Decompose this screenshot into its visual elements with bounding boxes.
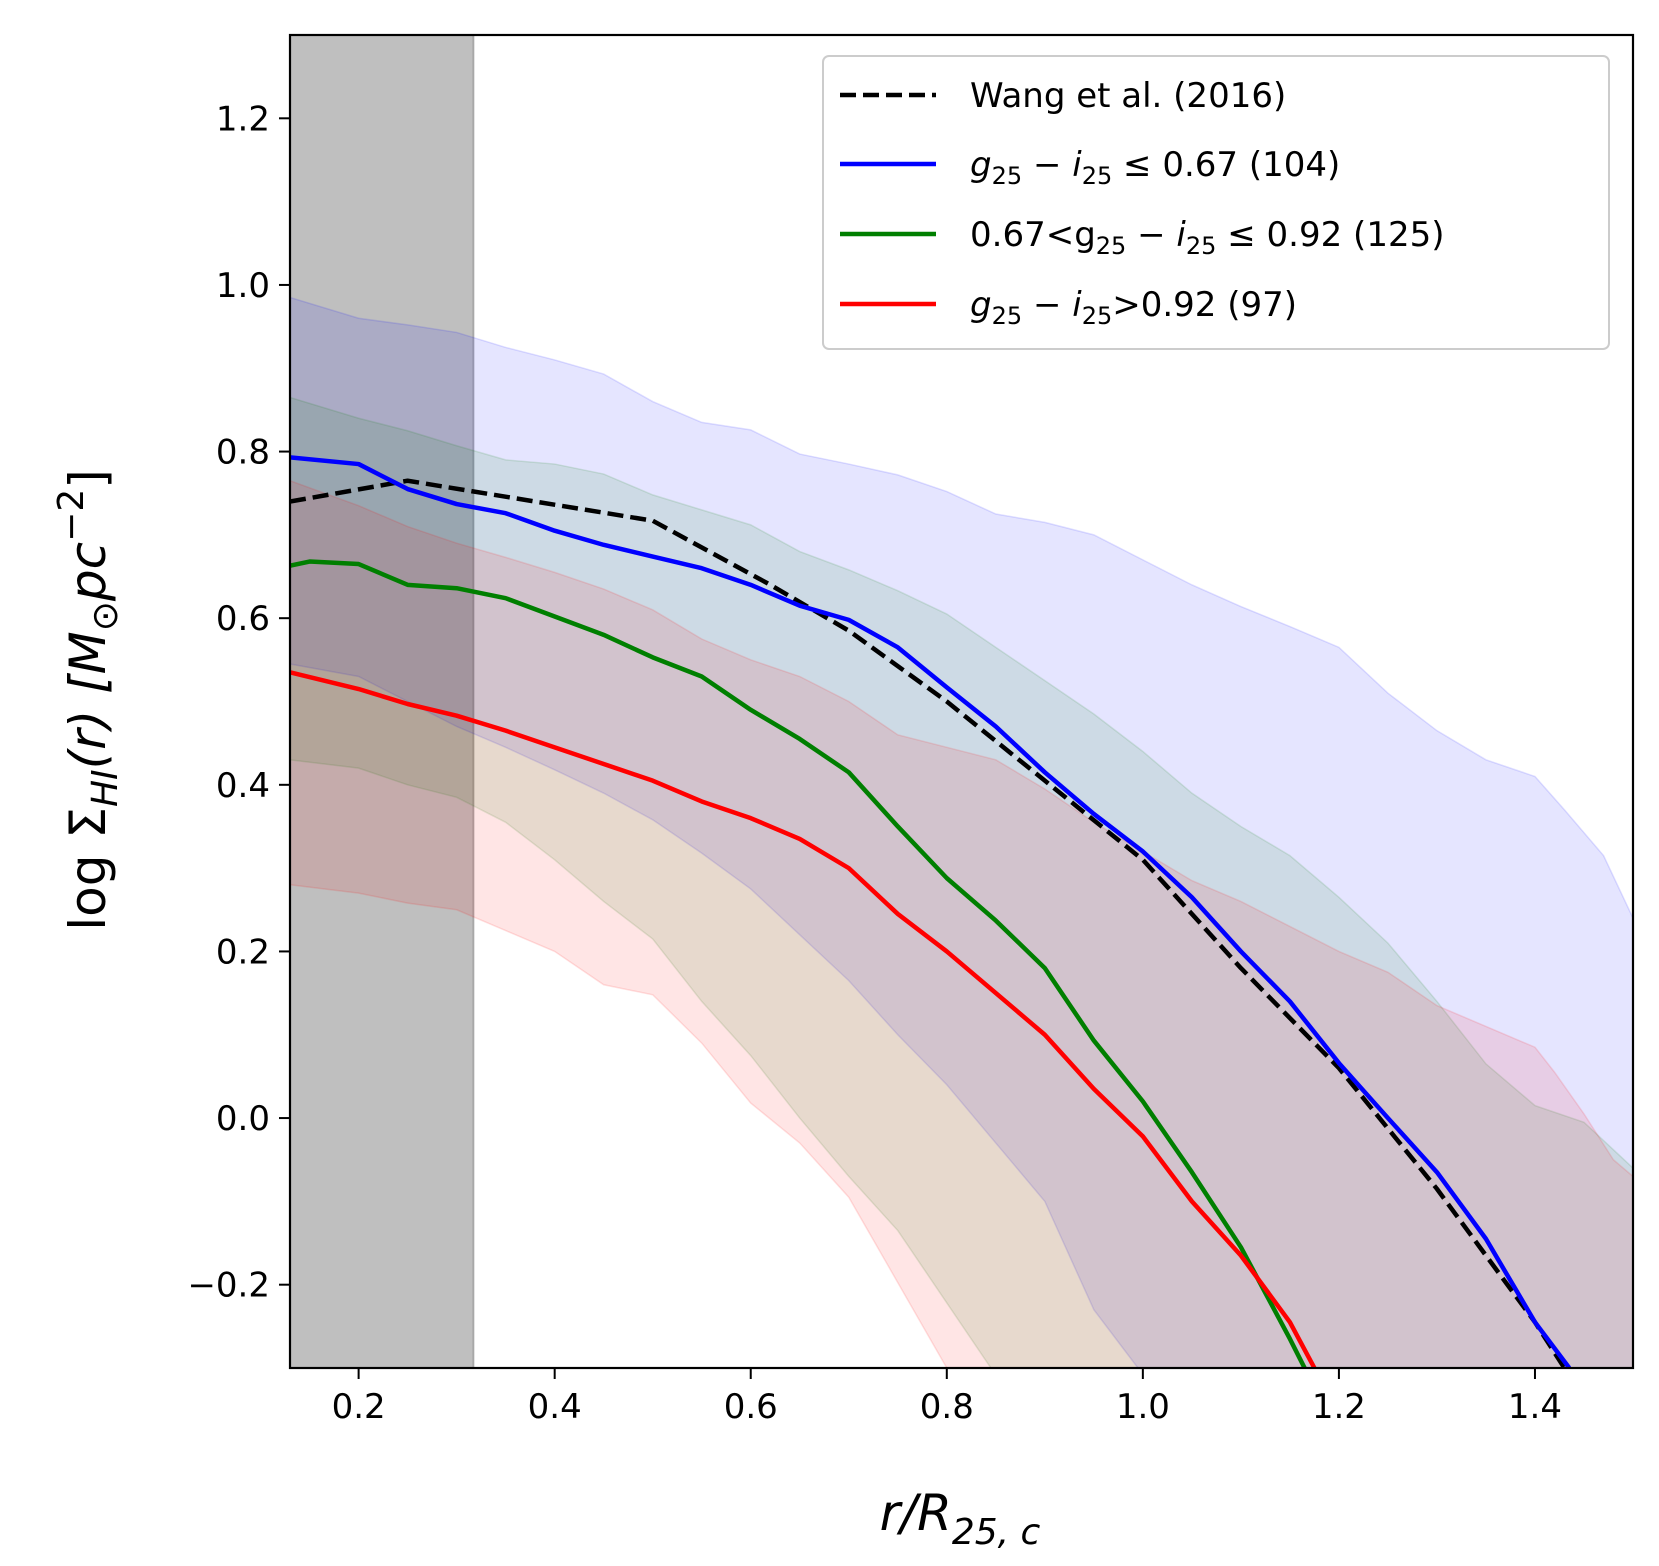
- x-tick-label: 1.0: [1116, 1387, 1170, 1427]
- y-tick-label: 1.0: [216, 266, 270, 306]
- x-tick-label: 0.6: [724, 1387, 778, 1427]
- x-tick-label: 0.8: [920, 1387, 974, 1427]
- legend-label-blue: g25 − i25 ≤ 0.67 (104): [970, 145, 1340, 190]
- x-axis: 0.2 0.4 0.6 0.8 1.0 1.2 1.4: [332, 1368, 1562, 1427]
- legend-box: [822, 55, 1610, 350]
- x-tick-label: 0.2: [332, 1387, 386, 1427]
- legend-label-wang: Wang et al. (2016): [970, 76, 1286, 116]
- legend: Wang et al. (2016) g25 − i25 ≤ 0.67 (104…: [822, 55, 1610, 350]
- y-tick-label: 1.2: [216, 99, 270, 139]
- x-axis-title: r/R25, c: [880, 1484, 1041, 1553]
- x-tick-label: 1.4: [1508, 1387, 1562, 1427]
- shaded-region: [290, 35, 474, 1368]
- y-tick-label: 0.8: [216, 433, 270, 473]
- band-blue: [290, 296, 1633, 1368]
- x-tick-label: 0.4: [528, 1387, 582, 1427]
- y-tick-label: 0.2: [216, 932, 270, 972]
- line-red: [290, 670, 1317, 1368]
- y-tick-label: −0.2: [187, 1266, 270, 1306]
- band-red: [290, 479, 1633, 1368]
- axes-frame: [288, 33, 1635, 1370]
- line-wang: [290, 478, 1567, 1368]
- y-axis-title: log ΣHI(r) [M⊙pc−2]: [51, 469, 126, 931]
- plot-area: [290, 35, 1633, 1368]
- legend-label-red: g25 − i25>0.92 (97): [970, 285, 1297, 330]
- y-tick-label: 0.0: [216, 1099, 270, 1139]
- y-tick-label: 0.6: [216, 599, 270, 639]
- line-green: [290, 559, 1307, 1368]
- band-green: [290, 396, 1633, 1368]
- y-tick-label: 0.4: [216, 766, 270, 806]
- y-axis: −0.2 0.0 0.2 0.4 0.6 0.8 1.0 1.2: [187, 99, 290, 1306]
- x-tick-label: 1.2: [1312, 1387, 1366, 1427]
- line-blue: [290, 455, 1572, 1368]
- legend-label-green: 0.67<g25 − i25 ≤ 0.92 (125): [970, 215, 1444, 260]
